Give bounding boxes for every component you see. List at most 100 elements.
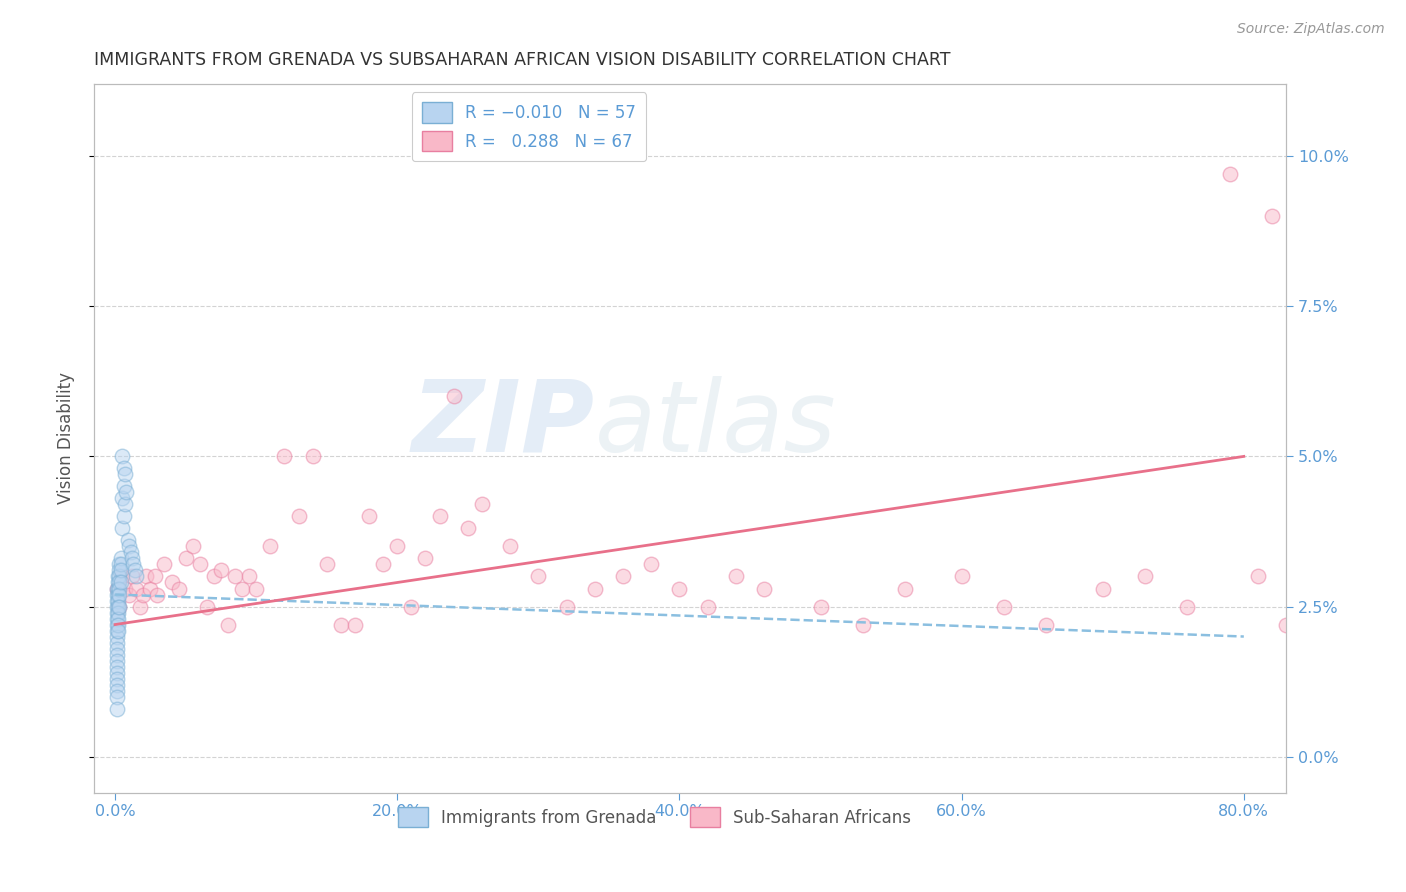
Point [696,599,718,614]
Point [107,611,129,625]
Point [1247,569,1270,583]
Point [110,575,132,590]
Point [1177,599,1199,614]
Point [108,599,131,614]
Point [343,617,366,632]
Point [107,569,129,583]
Point [105,582,128,596]
Point [107,593,129,607]
Point [105,624,128,638]
Text: Source: ZipAtlas.com: Source: ZipAtlas.com [1237,22,1385,37]
Point [108,569,131,583]
Point [238,569,260,583]
Point [110,564,132,578]
Point [105,701,128,715]
Point [105,665,128,680]
Point [188,558,211,572]
Point [105,606,128,620]
Point [118,540,141,554]
Point [110,558,132,572]
Text: atlas: atlas [595,376,837,473]
Point [273,450,295,464]
Point [301,450,323,464]
Point [1289,599,1312,614]
Point [111,569,134,583]
Point [105,654,128,668]
Point [121,569,143,583]
Point [105,587,128,601]
Point [612,569,634,583]
Point [415,551,437,566]
Point [752,582,775,596]
Y-axis label: Vision Disability: Vision Disability [58,372,75,504]
Point [202,569,225,583]
Point [217,617,239,632]
Point [852,617,875,632]
Point [894,582,917,596]
Point [108,582,131,596]
Point [108,564,131,578]
Point [121,551,143,566]
Text: ZIP: ZIP [412,376,595,473]
Point [105,611,128,625]
Point [224,569,246,583]
Point [107,575,129,590]
Point [129,599,152,614]
Point [114,467,136,482]
Point [112,509,135,524]
Point [122,558,145,572]
Point [231,582,253,596]
Point [668,582,690,596]
Point [111,491,134,506]
Point [105,683,128,698]
Point [107,606,129,620]
Point [810,599,832,614]
Point [105,617,128,632]
Point [124,564,146,578]
Point [373,558,395,572]
Point [125,569,148,583]
Point [160,575,183,590]
Point [107,599,129,614]
Point [105,641,128,656]
Point [132,587,155,601]
Point [139,582,162,596]
Point [105,659,128,673]
Point [125,582,148,596]
Text: IMMIGRANTS FROM GRENADA VS SUBSAHARAN AFRICAN VISION DISABILITY CORRELATION CHAR: IMMIGRANTS FROM GRENADA VS SUBSAHARAN AF… [94,51,950,69]
Point [527,569,550,583]
Point [1091,582,1114,596]
Point [1035,617,1057,632]
Point [105,635,128,649]
Point [1219,167,1241,181]
Point [555,599,578,614]
Point [105,630,128,644]
Point [108,587,131,601]
Point [105,648,128,662]
Point [115,485,138,500]
Point [315,558,337,572]
Point [153,558,176,572]
Point [146,587,169,601]
Point [105,599,128,614]
Point [443,389,465,403]
Point [471,498,494,512]
Point [724,569,747,583]
Legend: Immigrants from Grenada, Sub-Saharan Africans: Immigrants from Grenada, Sub-Saharan Afr… [391,800,918,834]
Point [245,582,267,596]
Point [111,450,134,464]
Point [429,509,451,524]
Point [108,575,131,590]
Point [105,677,128,691]
Point [259,540,281,554]
Point [993,599,1015,614]
Point [357,509,380,524]
Point [107,617,129,632]
Point [1133,569,1156,583]
Point [401,599,423,614]
Point [120,545,142,559]
Point [583,582,606,596]
Point [114,498,136,512]
Point [1261,209,1284,223]
Point [1275,617,1298,632]
